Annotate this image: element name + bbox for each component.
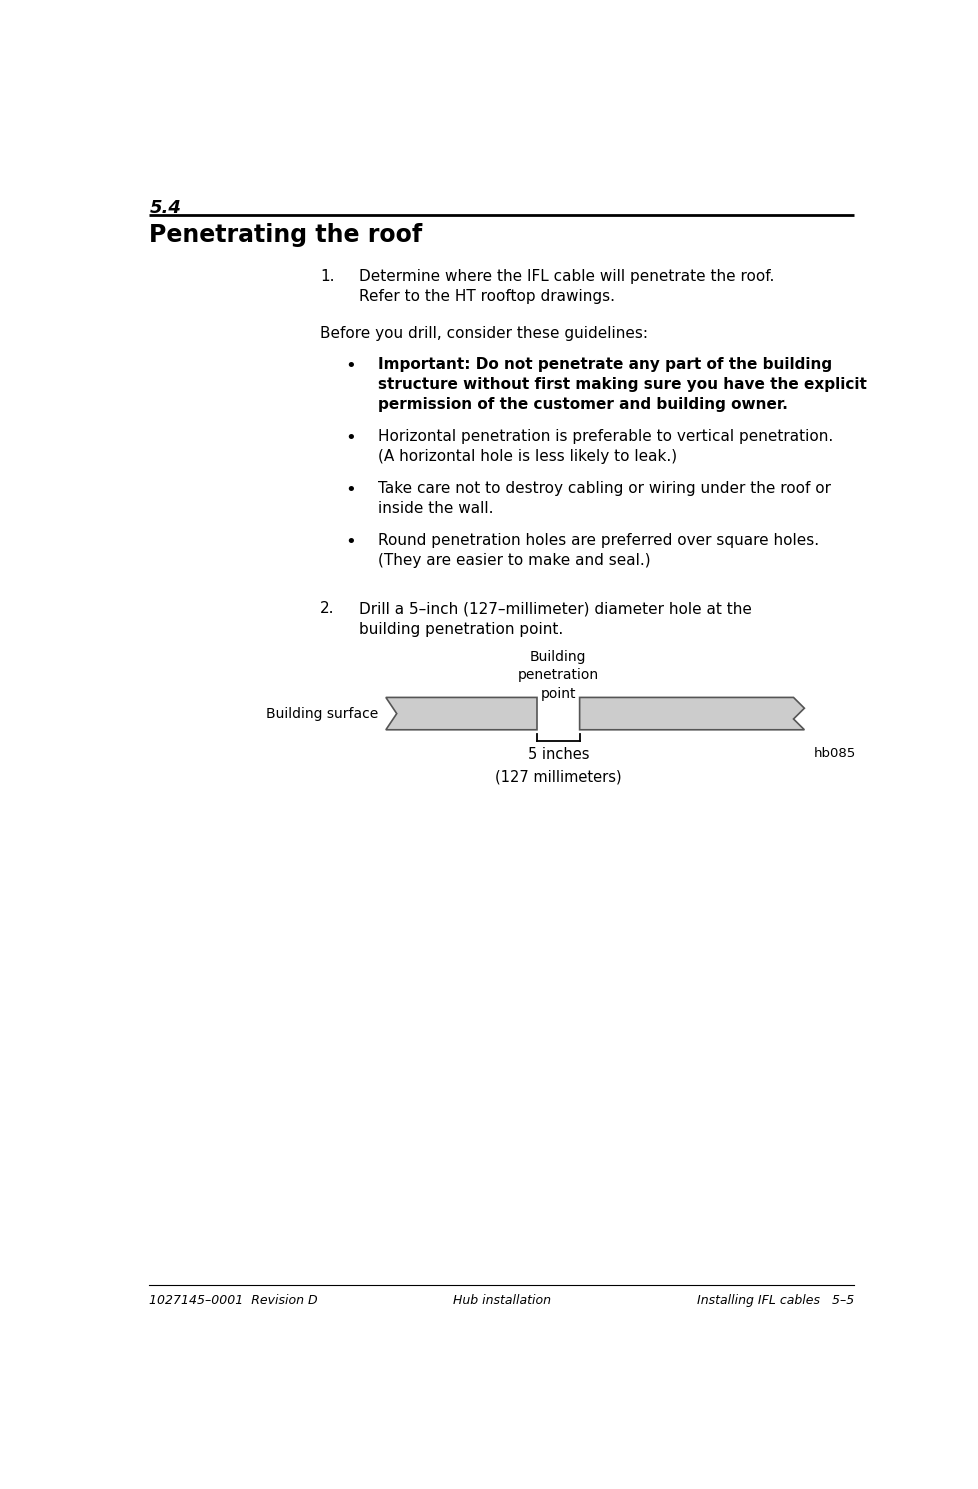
Text: Refer to the HT rooftop drawings.: Refer to the HT rooftop drawings.: [358, 289, 614, 304]
Text: structure without first making sure you have the explicit: structure without first making sure you …: [378, 377, 867, 392]
Text: Penetrating the roof: Penetrating the roof: [150, 222, 422, 247]
Text: inside the wall.: inside the wall.: [378, 502, 493, 517]
Text: Before you drill, consider these guidelines:: Before you drill, consider these guideli…: [320, 326, 647, 341]
Text: Building surface: Building surface: [266, 707, 378, 721]
Text: point: point: [540, 688, 575, 701]
Text: Building: Building: [529, 649, 586, 664]
Text: (They are easier to make and seal.): (They are easier to make and seal.): [378, 554, 650, 569]
Text: 5.4: 5.4: [150, 200, 181, 217]
Text: penetration: penetration: [517, 669, 599, 682]
Text: Determine where the IFL cable will penetrate the roof.: Determine where the IFL cable will penet…: [358, 270, 774, 284]
Text: 1027145–0001  Revision D: 1027145–0001 Revision D: [150, 1294, 318, 1307]
Text: 1.: 1.: [320, 270, 334, 284]
Text: (A horizontal hole is less likely to leak.): (A horizontal hole is less likely to lea…: [378, 450, 677, 465]
Text: Round penetration holes are preferred over square holes.: Round penetration holes are preferred ov…: [378, 533, 819, 548]
Text: •: •: [345, 356, 356, 375]
Text: Take care not to destroy cabling or wiring under the roof or: Take care not to destroy cabling or wiri…: [378, 481, 830, 496]
Text: 5 inches: 5 inches: [527, 747, 589, 762]
Text: •: •: [345, 533, 356, 551]
Text: Horizontal penetration is preferable to vertical penetration.: Horizontal penetration is preferable to …: [378, 429, 832, 444]
Text: •: •: [345, 429, 356, 447]
Polygon shape: [579, 697, 804, 730]
Polygon shape: [385, 697, 537, 730]
Text: permission of the customer and building owner.: permission of the customer and building …: [378, 398, 787, 412]
Text: building penetration point.: building penetration point.: [358, 622, 562, 637]
Text: Installing IFL cables   5–5: Installing IFL cables 5–5: [696, 1294, 853, 1307]
Text: Hub installation: Hub installation: [452, 1294, 551, 1307]
Text: 2.: 2.: [320, 602, 334, 616]
Text: •: •: [345, 481, 356, 499]
Text: Important: Do not penetrate any part of the building: Important: Do not penetrate any part of …: [378, 356, 831, 372]
Text: hb085: hb085: [813, 747, 855, 761]
Text: (127 millimeters): (127 millimeters): [495, 770, 621, 785]
Text: Drill a 5–inch (127–millimeter) diameter hole at the: Drill a 5–inch (127–millimeter) diameter…: [358, 602, 751, 616]
